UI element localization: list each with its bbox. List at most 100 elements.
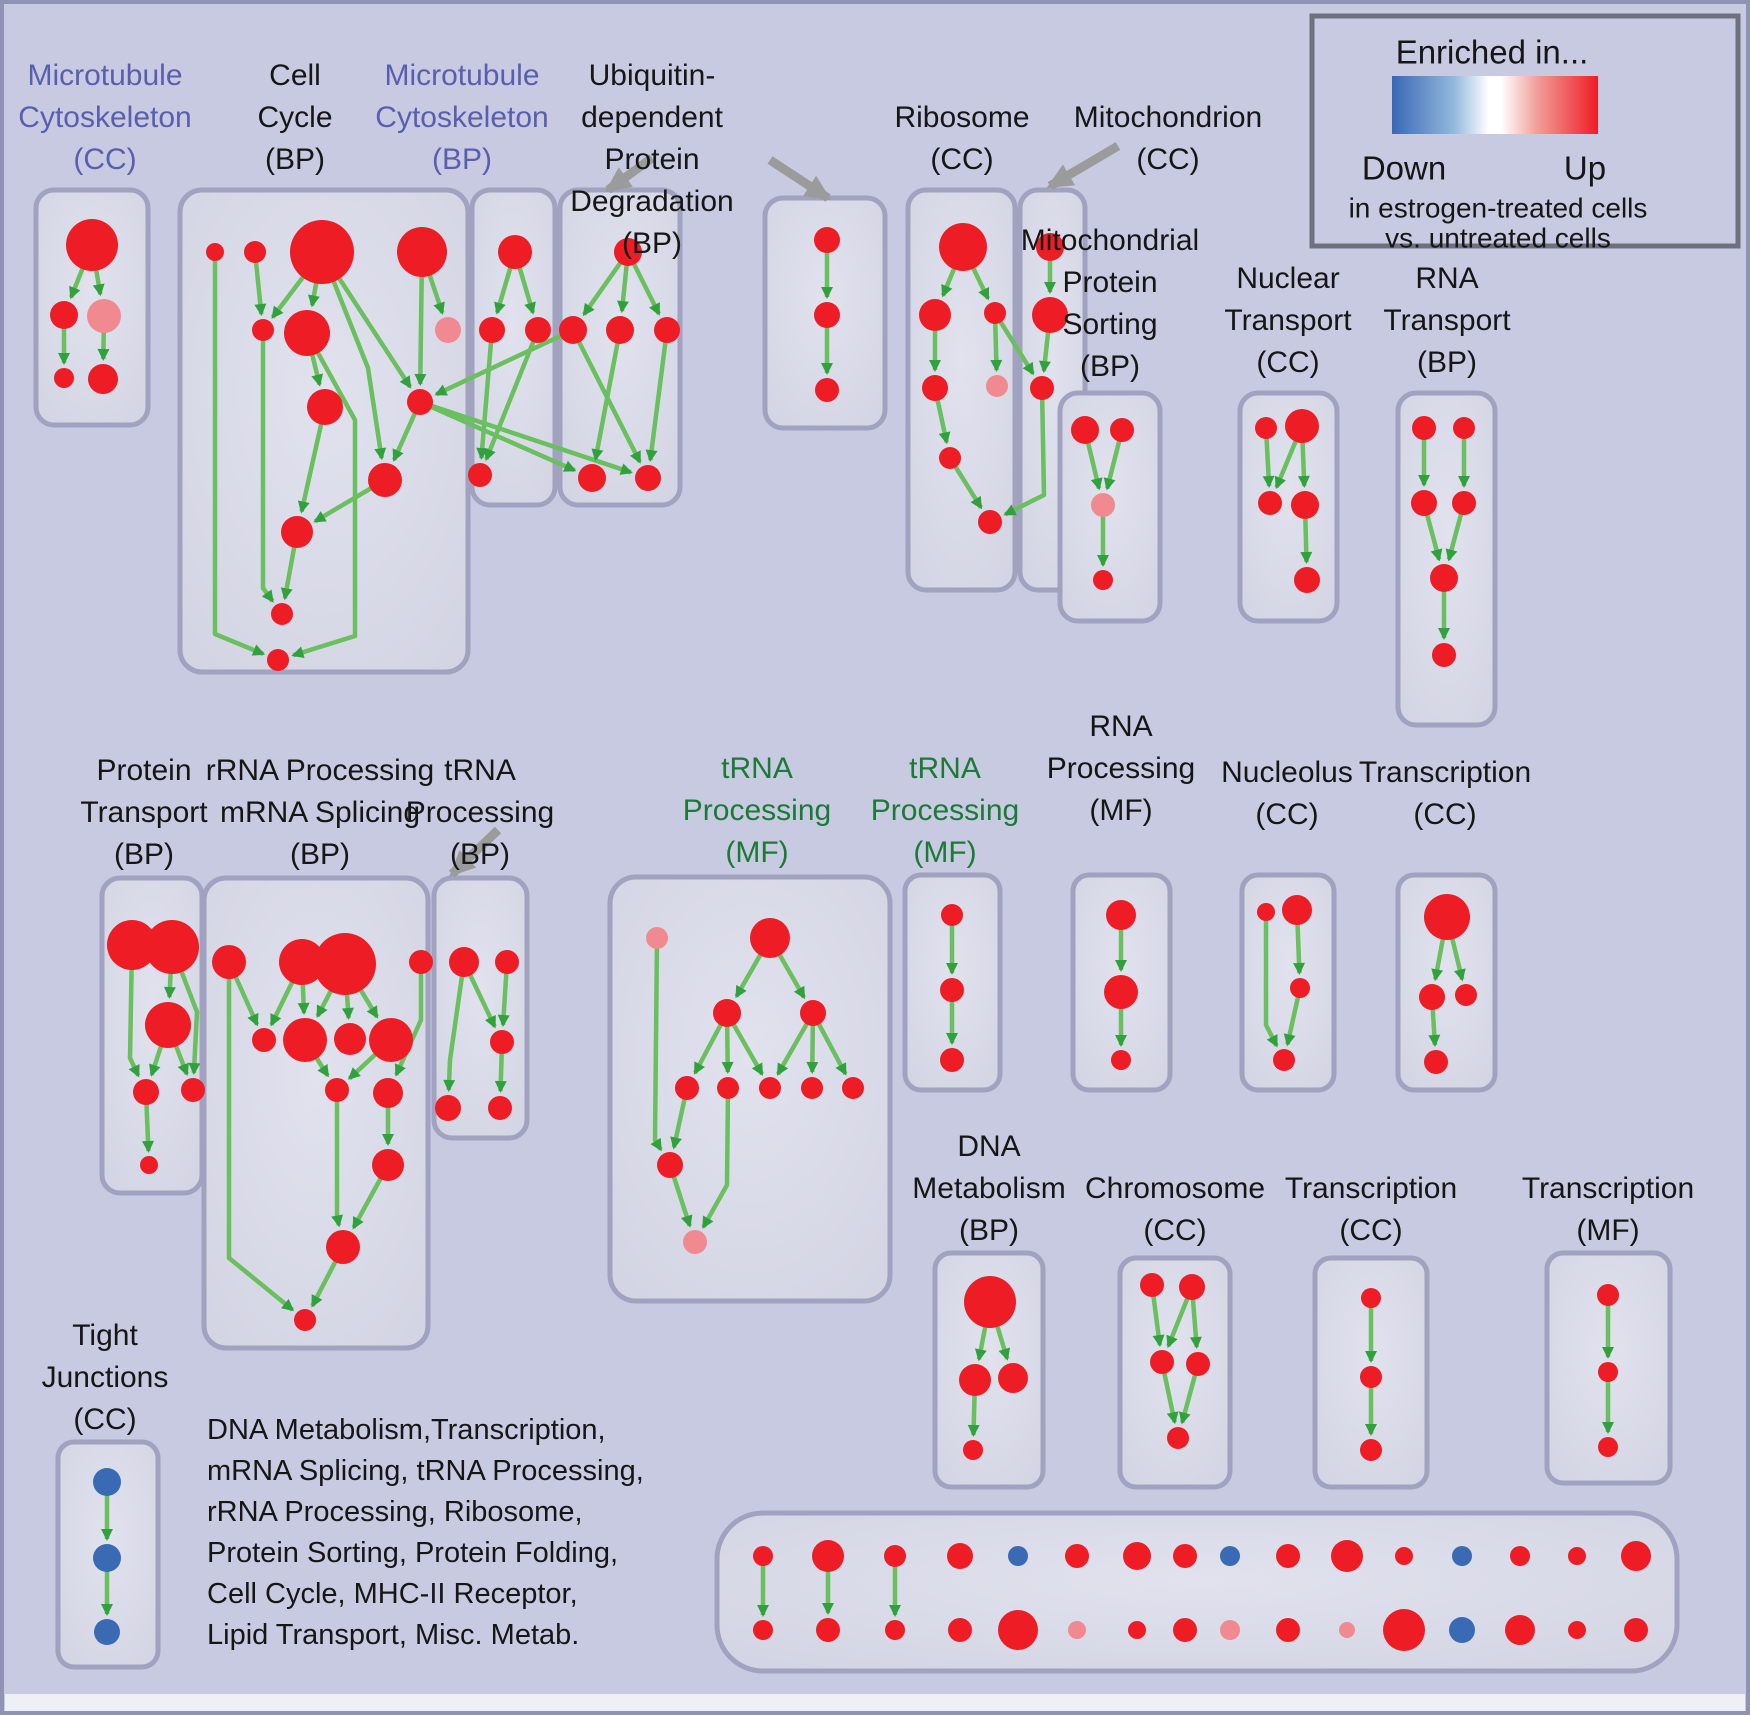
node-tj1-blue: [93, 1468, 121, 1496]
node-wb15-red: [1568, 1621, 1586, 1639]
panel-rr: [201, 875, 431, 1351]
node-tb5-red: [488, 1096, 512, 1120]
node-mtcc5-red: [88, 364, 118, 394]
edge-cc6-cc13: [291, 331, 358, 658]
node-wb6-pink: [1068, 1621, 1086, 1639]
node-mp4-red: [1093, 570, 1113, 590]
node-cc2-red: [244, 241, 266, 263]
node-tm3-red: [800, 1000, 826, 1026]
panel-cc: [177, 187, 471, 675]
node-rt3-red: [1411, 490, 1437, 516]
legend-subtitle-line2: vs. untreated cells: [1385, 223, 1611, 254]
node-cc4-red: [397, 227, 447, 277]
label-dnametab: DNA Metabolism (BP): [912, 1130, 1065, 1247]
legend-up-label: Up: [1564, 150, 1606, 187]
node-tc3-red: [1455, 984, 1477, 1006]
node-wt11-red: [1331, 1540, 1363, 1572]
node-rr9-red: [325, 1078, 349, 1102]
node-cc3-red: [290, 220, 354, 284]
label-rrna: rRNA Processing mRNA Splicing (BP): [206, 754, 434, 871]
node-nt2-red: [1285, 409, 1319, 443]
node-tb1-red: [449, 947, 479, 977]
node-ub3-red: [606, 316, 634, 344]
edge-cc1-cc13: [212, 252, 266, 656]
legend-title: Enriched in...: [1396, 34, 1589, 71]
edge-rr1-rr13: [226, 962, 295, 1312]
panel-tb: [431, 875, 530, 1141]
node-tm8-red: [842, 1077, 864, 1099]
node-rb2-red: [919, 299, 951, 331]
edge-ub2-ub6: [570, 328, 642, 464]
node-dm1-red: [964, 1276, 1016, 1328]
node-ub4-red: [654, 317, 680, 343]
label-misc: DNA Metabolism,Transcription, mRNA Splici…: [207, 1414, 644, 1651]
node-rb5-pink: [986, 375, 1008, 397]
node-ts2-red: [940, 978, 964, 1002]
node-tm0-pink: [646, 927, 668, 949]
node-mtcc1-red: [66, 219, 118, 271]
node-wb1-red: [753, 1620, 773, 1640]
node-wt14-red: [1510, 1546, 1530, 1566]
node-cc9-red: [307, 389, 343, 425]
node-cc13-red: [267, 649, 289, 671]
node-tcb1-red: [1361, 1288, 1381, 1308]
node-mb4-red: [468, 463, 492, 487]
label-ribosome: Ribosome (CC): [894, 101, 1029, 176]
figure-bottom-strip: [5, 1694, 1745, 1712]
edge-rb3-mc3: [993, 311, 1035, 376]
node-wt15-red: [1568, 1547, 1586, 1565]
legend-subtitle-line1: in estrogen-treated cells: [1349, 193, 1648, 224]
node-rb3-red: [984, 302, 1006, 324]
node-mc3-red: [1030, 376, 1054, 400]
node-wt12-red: [1395, 1547, 1413, 1565]
panel-ch: [1117, 1255, 1233, 1490]
node-ub5-red: [578, 464, 606, 492]
node-ub2-red: [559, 316, 587, 344]
edge-ub2-cc8: [434, 327, 574, 397]
node-tm6-red: [759, 1077, 781, 1099]
label-trnabp: tRNA Processing (BP): [406, 754, 554, 871]
node-mtcc3-pink: [87, 299, 121, 333]
edge-mb3-mb4: [484, 329, 541, 462]
label-mitochondrion: Mitochondrion (CC): [1074, 101, 1262, 176]
node-ch2-red: [1179, 1274, 1205, 1300]
annotation-arrow-1: [604, 154, 655, 194]
panel-nt: [1237, 390, 1340, 624]
node-rp1-red: [1106, 900, 1136, 930]
node-rt2-red: [1453, 417, 1475, 439]
node-rr7-red: [334, 1023, 366, 1055]
node-tm9-red: [657, 1152, 683, 1178]
node-ch5-red: [1167, 1427, 1189, 1449]
node-ur2-red: [814, 302, 840, 328]
edge-tm5-tm10: [701, 1087, 731, 1229]
annotation-arrow-4: [448, 826, 502, 878]
node-pt4-red: [133, 1079, 159, 1105]
label-transcc_bot: Transcription (CC): [1285, 1172, 1457, 1247]
label-trnamf2: tRNA Processing (MF): [871, 752, 1019, 869]
annotation-arrow-2: [767, 156, 832, 202]
node-rt5-red: [1430, 564, 1458, 592]
node-nu4-red: [1273, 1049, 1295, 1071]
node-tcb2-red: [1360, 1366, 1382, 1388]
edge-mb2-mb4: [476, 329, 495, 461]
panel-wide: [714, 1510, 1680, 1674]
node-tc2-red: [1419, 984, 1445, 1010]
edge-cc5-cc12: [260, 330, 275, 603]
node-ur1-red: [814, 227, 840, 253]
node-wb12-red: [1383, 1609, 1425, 1651]
node-cc8-red: [407, 389, 433, 415]
node-cc5-red: [252, 319, 274, 341]
node-ts1-red: [941, 904, 963, 926]
node-tc4-red: [1424, 1050, 1448, 1074]
node-rr11-red: [372, 1149, 404, 1181]
node-tcb3-red: [1360, 1439, 1382, 1461]
node-tm5-red: [717, 1077, 739, 1099]
node-cc12-red: [271, 603, 293, 625]
node-rp2-red: [1104, 975, 1138, 1009]
node-ub1-red: [614, 238, 642, 266]
edge-cc3-cc10: [319, 251, 387, 461]
node-rr1-red: [212, 945, 246, 979]
node-ch3-red: [1150, 1350, 1174, 1374]
node-dm3-red: [998, 1363, 1028, 1393]
